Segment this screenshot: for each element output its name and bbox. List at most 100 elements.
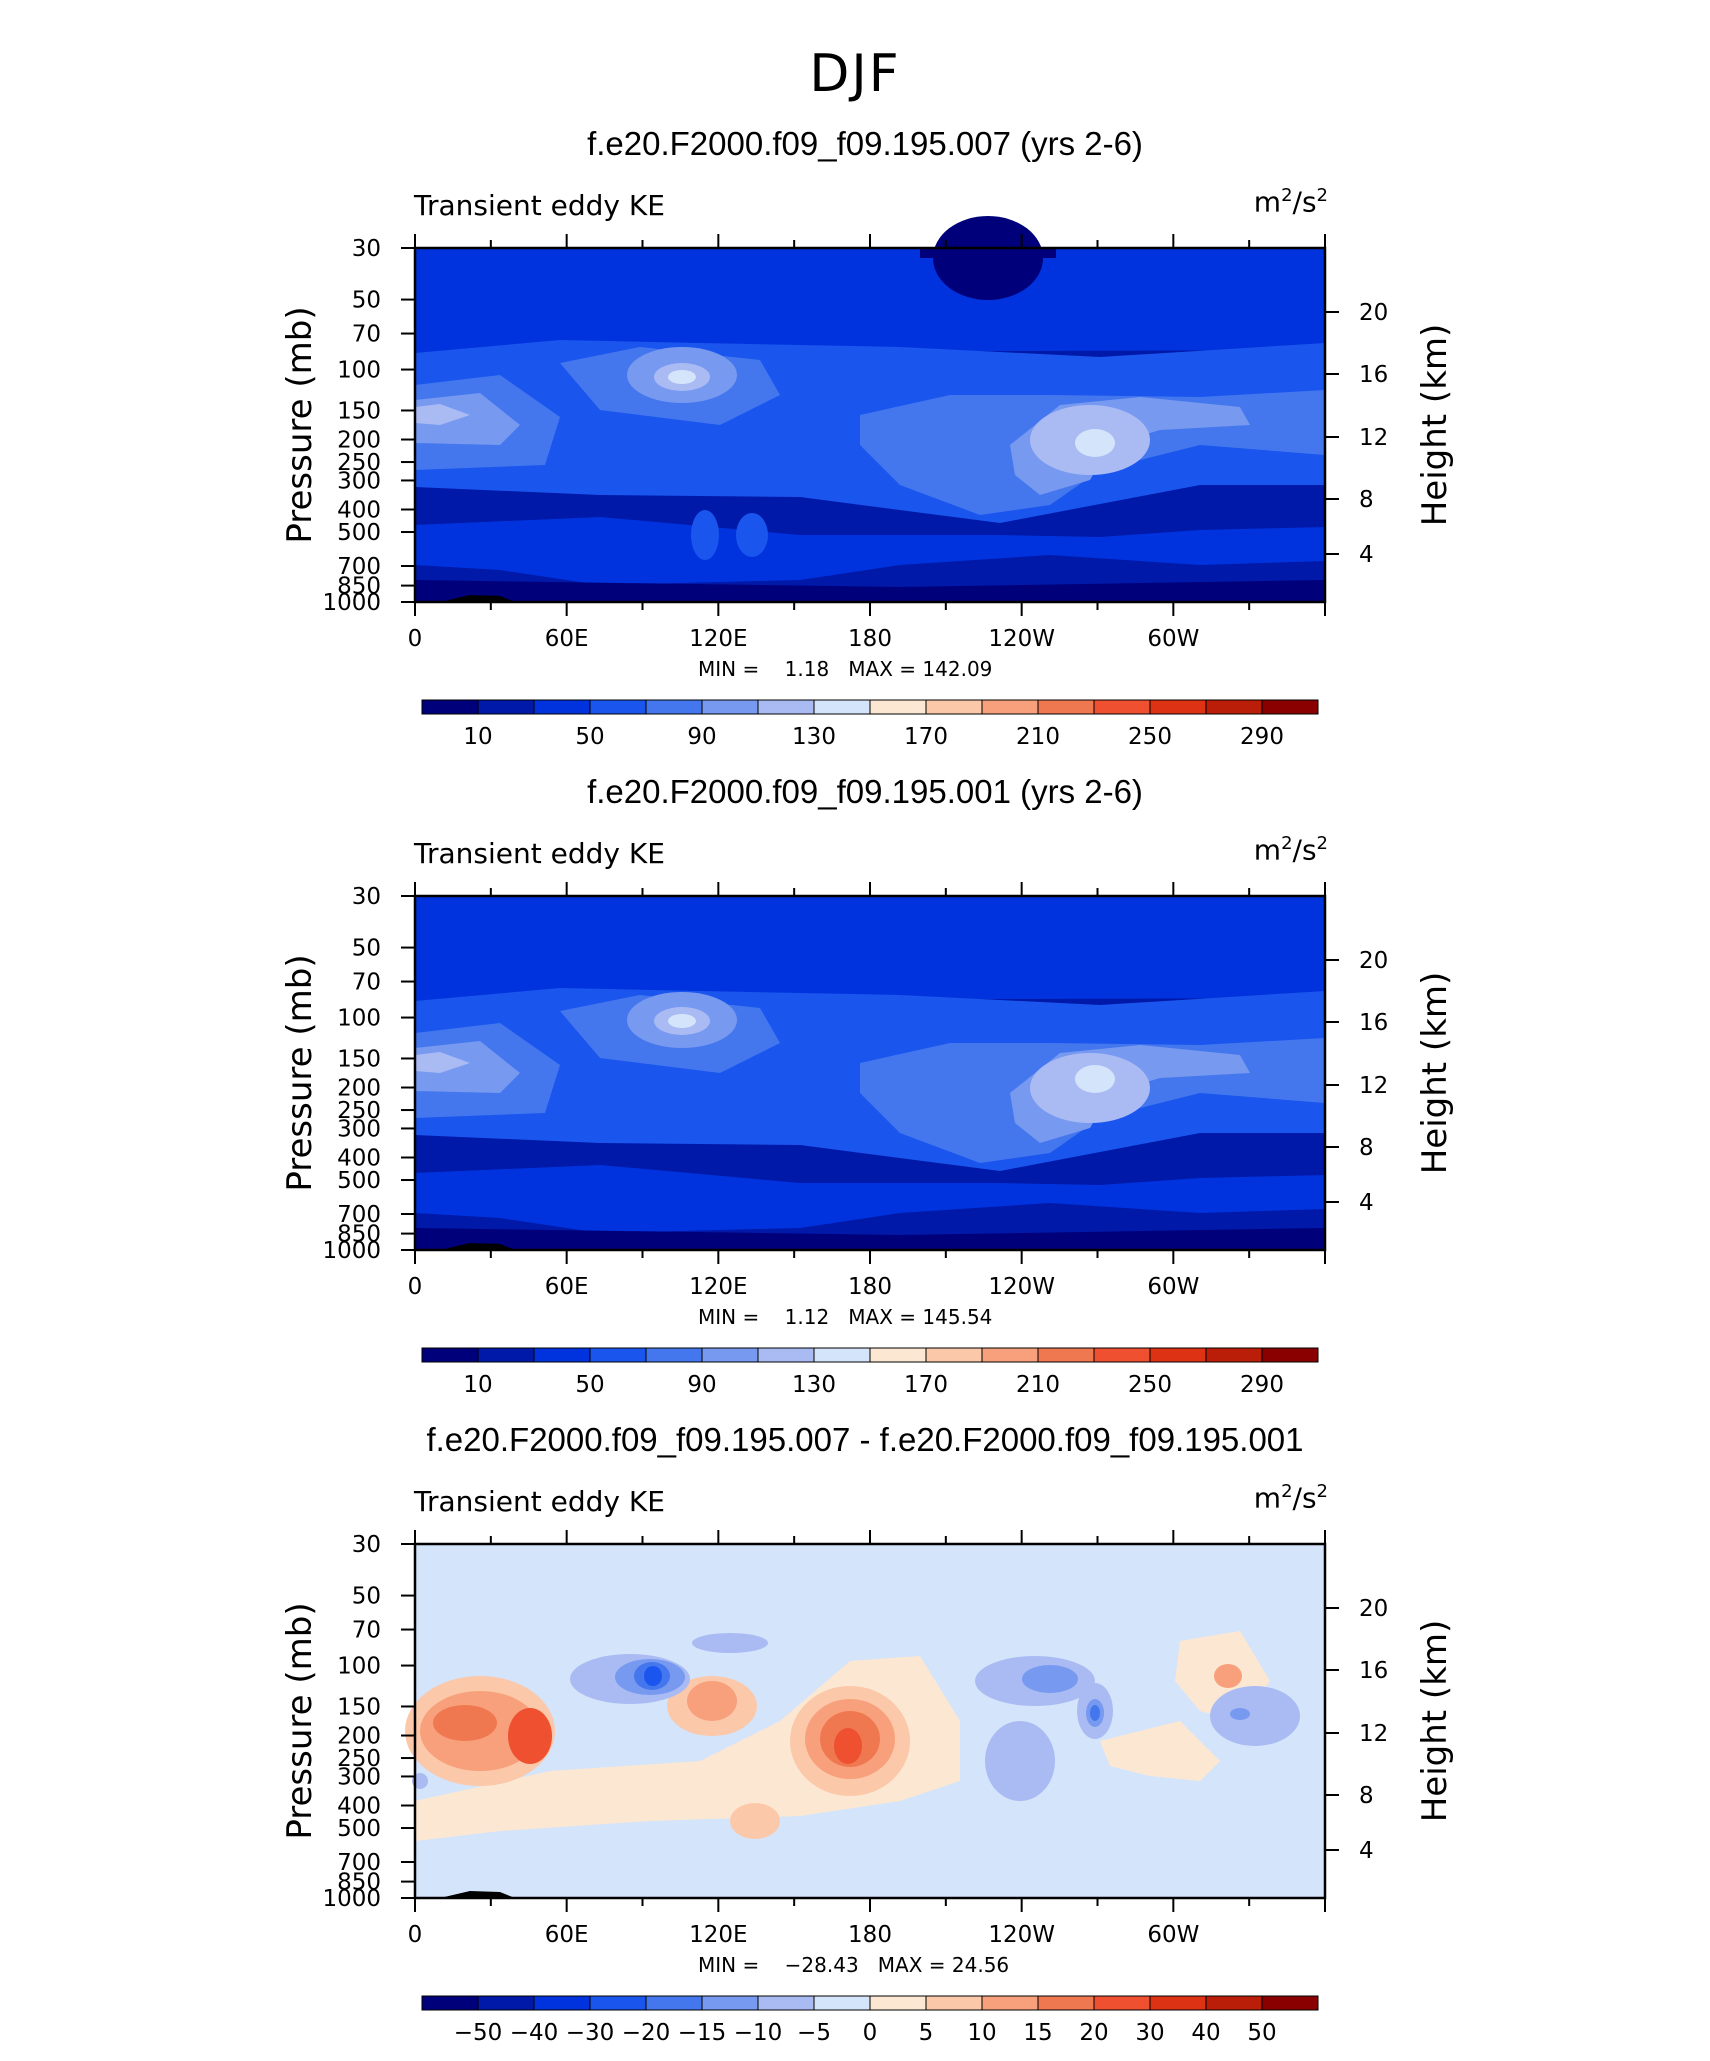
x-tick-label: 120W: [988, 1274, 1055, 1300]
contour-plot: 0 60E 120E 180 120W 60W3050701001502002503004…: [322, 1530, 1388, 2046]
colorbar-label: −20: [622, 2020, 671, 2046]
contour-region: [692, 1633, 768, 1653]
y-tick-label: 400: [337, 497, 381, 523]
x-tick-label: 60W: [1147, 1922, 1199, 1948]
contour-region: [1022, 1665, 1078, 1693]
y-tick-label: 700: [337, 1850, 381, 1876]
colorbar-swatch: [701, 699, 759, 715]
contour-region: [1214, 1664, 1242, 1688]
colorbar-swatch: [477, 699, 535, 715]
variable-label: Transient eddy KE: [414, 1485, 665, 1518]
colorbar-label: −30: [566, 2020, 615, 2046]
colorbar-swatch: [645, 699, 703, 715]
x-tick-label: 180: [848, 626, 892, 652]
colorbar-swatch: [589, 699, 647, 715]
y-right-tick-label: 16: [1359, 1010, 1388, 1036]
colorbar-swatch: [813, 1995, 871, 2011]
colorbar-swatch: [869, 1347, 927, 1363]
contour-region: [985, 1721, 1055, 1801]
colorbar-label: 210: [1016, 724, 1060, 750]
y-tick-label: 1000: [322, 1886, 381, 1912]
y-right-tick-label: 8: [1359, 1783, 1374, 1809]
colorbar-swatch: [869, 1995, 927, 2011]
colorbar-label: 210: [1016, 1372, 1060, 1398]
colorbar-label: 10: [463, 1372, 492, 1398]
x-tick-label: 60W: [1147, 626, 1199, 652]
colorbar-swatch: [533, 1347, 591, 1363]
contour-region: [415, 248, 1325, 353]
colorbar-label: 10: [463, 724, 492, 750]
colorbar-swatch: [1093, 1995, 1151, 2011]
colorbar-label: −50: [454, 2020, 503, 2046]
colorbar-label: 20: [1079, 2020, 1108, 2046]
colorbar-swatch: [421, 699, 479, 715]
colorbar-label: 90: [687, 1372, 716, 1398]
y-tick-label: 400: [337, 1793, 381, 1819]
colorbar-label: 50: [1247, 2020, 1276, 2046]
colorbar-label: 250: [1128, 724, 1172, 750]
contour-region: [415, 580, 1325, 602]
colorbar-swatch: [925, 1995, 983, 2011]
colorbar-swatch: [1205, 699, 1263, 715]
x-tick-label: 60E: [545, 1922, 589, 1948]
y-tick-label: 250: [337, 1746, 381, 1772]
y-tick-label: 250: [337, 450, 381, 476]
colorbar-label: 130: [792, 1372, 836, 1398]
y-tick-label: 200: [337, 428, 381, 454]
contour-region: [415, 896, 1325, 1001]
colorbar-swatch: [1261, 699, 1319, 715]
colorbar-label: 50: [575, 724, 604, 750]
y-tick-label: 700: [337, 1202, 381, 1228]
x-tick-label: 120W: [988, 1922, 1055, 1948]
y-tick-label: 100: [337, 1654, 381, 1680]
colorbar-swatch: [1093, 699, 1151, 715]
contour-region: [415, 404, 470, 425]
y-tick-label: 700: [337, 554, 381, 580]
y-right-tick-label: 4: [1359, 542, 1374, 568]
y-tick-label: 50: [352, 936, 381, 962]
colorbar-swatch: [701, 1995, 759, 2011]
colorbar-label: 50: [575, 1372, 604, 1398]
colorbar-swatch: [1261, 1995, 1319, 2011]
contour-plot: 0 60E 120E 180 120W 60W3050701001502002503004…: [322, 216, 1388, 750]
units-label: m2/s2: [1253, 185, 1328, 219]
colorbar-swatch: [757, 699, 815, 715]
x-tick-label: 120E: [689, 1274, 747, 1300]
colorbar-swatch: [1093, 1347, 1151, 1363]
y-tick-label: 850: [337, 1222, 381, 1248]
colorbar-swatch: [981, 699, 1039, 715]
colorbar-swatch: [1205, 1347, 1263, 1363]
units-label: m2/s2: [1253, 833, 1328, 867]
contour-region: [687, 1681, 737, 1721]
y-tick-label: 50: [352, 288, 381, 314]
contour-region: [1075, 429, 1115, 457]
y-right-tick-label: 8: [1359, 1135, 1374, 1161]
colorbar-swatch: [645, 1995, 703, 2011]
x-tick-label: 0: [408, 1922, 423, 1948]
contour-region: [1230, 1708, 1250, 1720]
panel-title: f.e20.F2000.f09_f09.195.001 (yrs 2-6): [587, 773, 1143, 810]
colorbar-swatch: [589, 1995, 647, 2011]
x-tick-label: 0: [408, 1274, 423, 1300]
x-tick-label: 120W: [988, 626, 1055, 652]
y-right-tick-label: 20: [1359, 300, 1388, 326]
colorbar-label: 290: [1240, 724, 1284, 750]
y-right-tick-label: 12: [1359, 425, 1388, 451]
y-tick-label: 50: [352, 1584, 381, 1610]
panel-title: f.e20.F2000.f09_f09.195.007 (yrs 2-6): [587, 125, 1143, 162]
y-tick-label: 500: [337, 520, 381, 546]
colorbar-swatch: [645, 1347, 703, 1363]
contour-region: [730, 1803, 780, 1839]
variable-label: Transient eddy KE: [414, 837, 665, 870]
topography: [440, 595, 515, 602]
y-tick-label: 200: [337, 1724, 381, 1750]
colorbar-label: 130: [792, 724, 836, 750]
contour-region: [736, 513, 768, 557]
x-tick-label: 0: [408, 626, 423, 652]
y-tick-label: 150: [337, 1046, 381, 1072]
colorbar-swatch: [757, 1347, 815, 1363]
colorbar-label: 170: [904, 724, 948, 750]
contour-region: [415, 1228, 1325, 1250]
colorbar-swatch: [813, 1347, 871, 1363]
y-right-tick-label: 8: [1359, 487, 1374, 513]
